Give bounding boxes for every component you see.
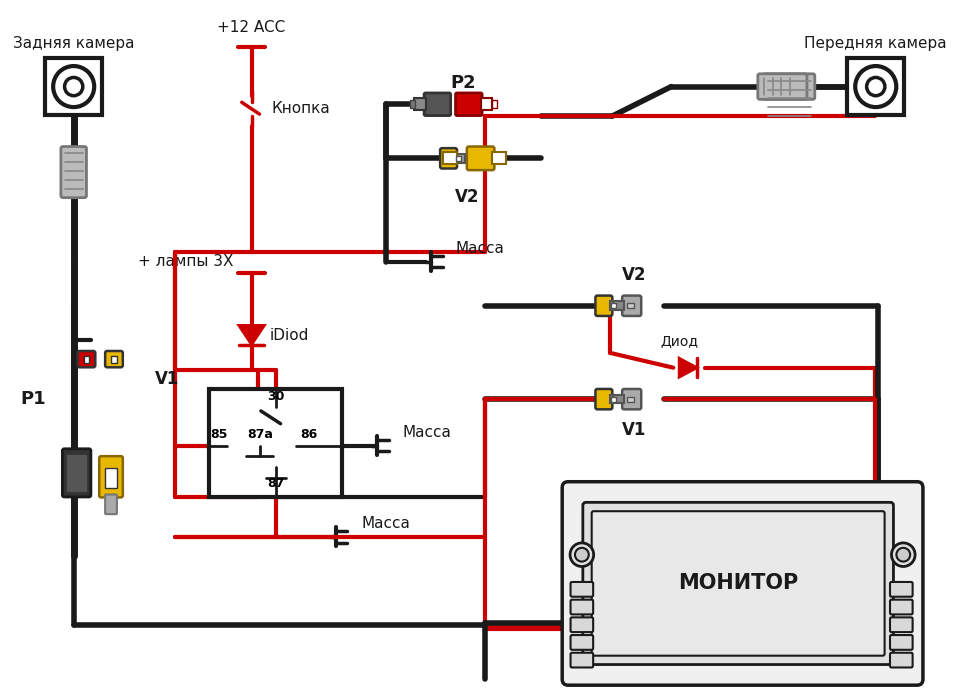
FancyBboxPatch shape — [890, 652, 913, 668]
Bar — [456, 155, 461, 161]
FancyBboxPatch shape — [99, 456, 123, 498]
Text: +12 ACC: +12 ACC — [218, 20, 286, 36]
Text: P2: P2 — [450, 74, 476, 92]
Text: 85: 85 — [210, 428, 228, 441]
FancyBboxPatch shape — [570, 652, 593, 668]
FancyBboxPatch shape — [570, 617, 593, 632]
Bar — [444, 153, 457, 164]
Text: iDiod: iDiod — [270, 328, 309, 343]
Circle shape — [897, 548, 910, 561]
Text: Масса: Масса — [455, 241, 504, 256]
Bar — [613, 302, 624, 310]
FancyBboxPatch shape — [890, 635, 913, 650]
FancyBboxPatch shape — [595, 389, 612, 410]
Text: Задняя камера: Задняя камера — [12, 36, 134, 51]
Circle shape — [892, 543, 915, 566]
FancyBboxPatch shape — [62, 449, 91, 497]
FancyBboxPatch shape — [106, 494, 117, 514]
Bar — [612, 303, 616, 309]
Bar — [455, 154, 465, 162]
Circle shape — [570, 543, 593, 566]
FancyBboxPatch shape — [764, 74, 815, 99]
FancyBboxPatch shape — [563, 482, 923, 685]
Bar — [612, 397, 616, 402]
FancyBboxPatch shape — [467, 146, 494, 170]
FancyBboxPatch shape — [440, 148, 457, 169]
Text: V2: V2 — [455, 188, 479, 206]
Bar — [414, 99, 425, 110]
Bar — [481, 99, 492, 110]
Bar — [492, 100, 497, 108]
FancyBboxPatch shape — [595, 295, 612, 316]
Text: МОНИТОР: МОНИТОР — [678, 573, 799, 594]
FancyBboxPatch shape — [570, 635, 593, 650]
FancyBboxPatch shape — [890, 582, 913, 596]
Bar — [611, 302, 620, 310]
FancyBboxPatch shape — [583, 503, 894, 664]
Bar — [848, 58, 904, 115]
FancyBboxPatch shape — [622, 389, 641, 410]
Text: P1: P1 — [20, 390, 46, 408]
Polygon shape — [679, 358, 697, 377]
Circle shape — [855, 66, 897, 107]
FancyBboxPatch shape — [591, 511, 884, 656]
Text: 87a: 87a — [247, 428, 273, 441]
FancyBboxPatch shape — [570, 600, 593, 615]
Circle shape — [53, 66, 94, 107]
Bar — [45, 58, 102, 115]
Bar — [209, 389, 342, 498]
Text: + лампы 3Х: + лампы 3Х — [138, 254, 234, 269]
Circle shape — [867, 78, 885, 96]
Text: Диод: Диод — [660, 334, 698, 348]
FancyBboxPatch shape — [456, 93, 482, 116]
Bar — [628, 397, 634, 402]
Text: 86: 86 — [300, 428, 318, 441]
FancyBboxPatch shape — [106, 351, 123, 368]
FancyBboxPatch shape — [757, 74, 807, 99]
Bar — [628, 303, 634, 309]
FancyBboxPatch shape — [424, 93, 450, 116]
Text: 30: 30 — [267, 390, 284, 403]
FancyBboxPatch shape — [78, 351, 95, 368]
Text: V1: V1 — [156, 370, 180, 388]
Text: Передняя камера: Передняя камера — [804, 36, 948, 51]
Bar — [67, 455, 86, 491]
FancyBboxPatch shape — [890, 600, 913, 615]
Polygon shape — [239, 326, 264, 344]
Text: 87: 87 — [267, 477, 284, 489]
FancyBboxPatch shape — [570, 582, 593, 596]
Bar — [84, 356, 89, 363]
Text: V2: V2 — [622, 266, 646, 284]
FancyBboxPatch shape — [890, 617, 913, 632]
Text: Масса: Масса — [403, 425, 452, 440]
Bar — [111, 356, 117, 363]
Bar — [613, 395, 624, 403]
Bar — [106, 468, 117, 488]
Bar — [410, 100, 415, 108]
Circle shape — [64, 78, 83, 96]
FancyBboxPatch shape — [60, 146, 86, 197]
Circle shape — [575, 548, 588, 561]
Bar — [492, 153, 506, 164]
Bar — [611, 395, 620, 403]
FancyBboxPatch shape — [622, 295, 641, 316]
Text: V1: V1 — [622, 421, 646, 439]
Text: Масса: Масса — [361, 516, 410, 531]
Text: Кнопка: Кнопка — [272, 101, 330, 116]
